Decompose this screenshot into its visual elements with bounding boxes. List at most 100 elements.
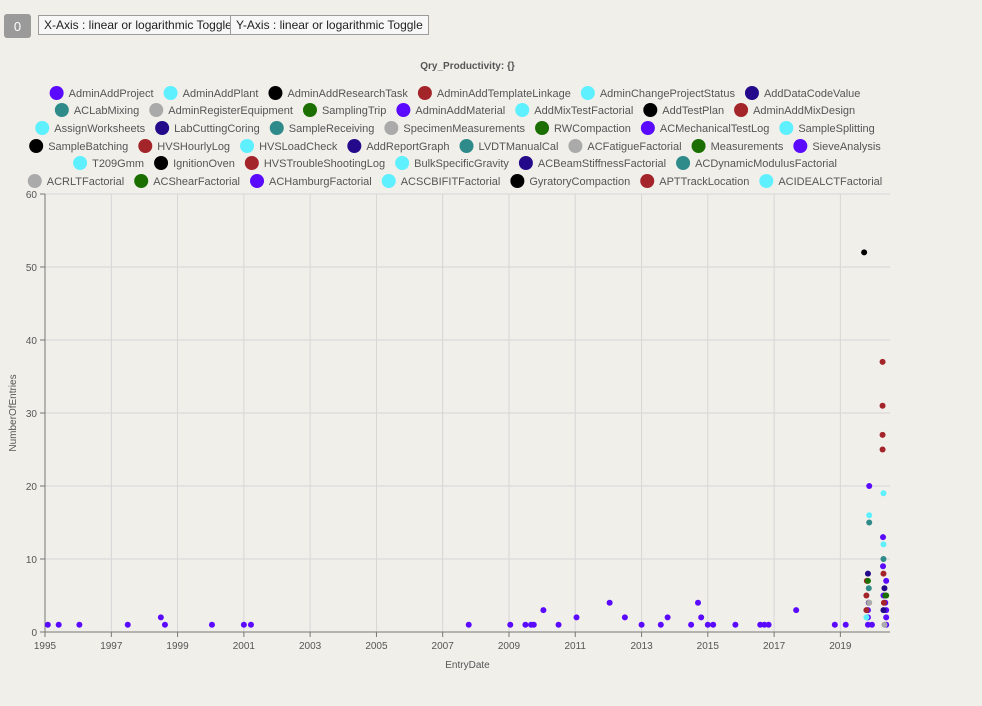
data-point [530, 621, 537, 628]
legend-label: AddMixTestFactorial [534, 105, 633, 117]
data-point [883, 614, 890, 621]
legend-item[interactable]: SampleBatching [29, 139, 128, 153]
y-axis-scale-toggle[interactable]: Y-Axis : linear or logarithmic Toggle [230, 15, 429, 35]
data-point [879, 358, 886, 365]
legend-item[interactable]: AddMixTestFactorial [515, 103, 633, 117]
legend-item[interactable]: T209Gmm [73, 156, 144, 170]
legend-label: AddReportGraph [366, 141, 449, 153]
y-axis-label: NumberOfEntries [8, 374, 19, 451]
legend-item[interactable]: ACLabMixing [54, 103, 139, 117]
legend-item[interactable]: SampleReceiving [269, 121, 375, 135]
data-point [866, 483, 873, 489]
legend-label: ACShearFactorial [153, 176, 240, 188]
legend-marker [515, 103, 530, 117]
legend-label: AdminAddPlant [183, 88, 259, 100]
legend-item[interactable]: AddReportGraph [347, 139, 450, 153]
data-point [880, 570, 887, 577]
data-point [883, 577, 890, 584]
legend-marker [134, 174, 149, 188]
data-point [882, 592, 889, 599]
data-point [861, 249, 868, 256]
legend-label: BulkSpecificGravity [414, 158, 509, 170]
legend-label: ACMechanicalTestLog [660, 123, 769, 135]
data-point [879, 402, 886, 409]
data-point [638, 621, 645, 628]
legend-label: AddTestPlan [662, 105, 724, 117]
legend-item[interactable]: LVDTManualCal [459, 139, 559, 153]
legend-item[interactable]: ACRLTFactorial [27, 174, 124, 188]
legend-item[interactable]: AssignWorksheets [35, 121, 146, 135]
legend-item[interactable]: AdminRegisterEquipment [149, 103, 293, 117]
legend-item[interactable]: HVSLoadCheck [240, 139, 338, 153]
legend-marker [759, 174, 774, 188]
data-point [240, 621, 247, 628]
legend-item[interactable]: AddDataCodeValue [744, 86, 860, 100]
data-point [732, 621, 739, 628]
data-point [161, 621, 168, 628]
legend-item[interactable]: AdminChangeProjectStatus [580, 86, 736, 100]
legend-marker [535, 121, 550, 135]
legend-item[interactable]: SamplingTrip [302, 103, 386, 117]
legend-item[interactable]: AdminAddMaterial [396, 103, 505, 117]
legend-item[interactable]: ACShearFactorial [134, 174, 240, 188]
legend-label: ACHamburgFactorial [269, 176, 372, 188]
legend-item[interactable]: ACSCBIFITFactorial [381, 174, 501, 188]
legend-item[interactable]: LabCuttingCoring [155, 121, 260, 135]
data-point [573, 614, 580, 621]
legend-label: HVSHourlyLog [157, 141, 230, 153]
legend-item[interactable]: GyratoryCompaction [510, 174, 630, 188]
data-point [865, 585, 872, 592]
legend-item[interactable]: AdminAddResearchTask [268, 86, 408, 100]
legend-marker [510, 174, 525, 188]
legend-item[interactable]: ACDynamicModulusFactorial [676, 156, 837, 170]
legend-marker [734, 103, 749, 117]
legend-item[interactable]: ACBeamStiffnessFactorial [518, 156, 666, 170]
y-tick-label: 40 [26, 336, 38, 347]
legend-label: GyratoryCompaction [529, 176, 630, 188]
legend-label: AssignWorksheets [54, 123, 145, 135]
legend-item[interactable]: SieveAnalysis [793, 139, 881, 153]
data-point [880, 534, 887, 541]
data-point [540, 607, 547, 614]
legend-label: AdminAddMixDesign [753, 105, 855, 117]
data-point [657, 621, 664, 628]
legend-item[interactable]: AdminAddTemplateLinkage [417, 86, 571, 100]
legend-label: T209Gmm [92, 158, 144, 170]
legend-marker [27, 174, 42, 188]
legend-item[interactable]: SpecimenMeasurements [384, 121, 526, 135]
legend-item[interactable]: AdminAddProject [49, 86, 154, 100]
legend-item[interactable]: ACMechanicalTestLog [640, 121, 769, 135]
legend-item[interactable]: ACHamburgFactorial [250, 174, 372, 188]
legend-item[interactable]: IgnitionOven [154, 156, 235, 170]
legend-item[interactable]: ACFatigueFactorial [568, 139, 682, 153]
legend-marker [395, 156, 410, 170]
legend-item[interactable]: HVSHourlyLog [138, 139, 230, 153]
legend-label: SampleSplitting [798, 123, 874, 135]
data-point [881, 585, 888, 592]
x-axis-scale-toggle[interactable]: X-Axis : linear or logarithmic Toggle [38, 15, 238, 35]
count-badge[interactable]: 0 [4, 14, 31, 38]
legend-item[interactable]: RWCompaction [535, 121, 631, 135]
legend-label: AdminRegisterEquipment [168, 105, 293, 117]
legend-item[interactable]: Measurements [691, 139, 784, 153]
legend-label: SpecimenMeasurements [403, 123, 525, 135]
legend-marker [417, 86, 432, 100]
data-point [864, 577, 871, 584]
legend-label: LVDTManualCal [479, 141, 559, 153]
legend-marker [640, 121, 655, 135]
legend-item[interactable]: AddTestPlan [643, 103, 724, 117]
legend-item[interactable]: ACIDEALCTFactorial [759, 174, 882, 188]
legend-item[interactable]: SampleSplitting [779, 121, 875, 135]
legend-item[interactable]: BulkSpecificGravity [395, 156, 509, 170]
legend-item[interactable]: APTTrackLocation [640, 174, 749, 188]
legend-label: AdminAddResearchTask [287, 88, 408, 100]
legend-item[interactable]: HVSTroubleShootingLog [244, 156, 385, 170]
data-point [866, 512, 873, 519]
legend-label: AdminChangeProjectStatus [600, 88, 736, 100]
legend-marker [580, 86, 595, 100]
legend-item[interactable]: AdminAddMixDesign [734, 103, 855, 117]
legend-item[interactable]: AdminAddPlant [163, 86, 259, 100]
data-point [765, 621, 772, 628]
x-tick-label: 2011 [564, 641, 586, 652]
